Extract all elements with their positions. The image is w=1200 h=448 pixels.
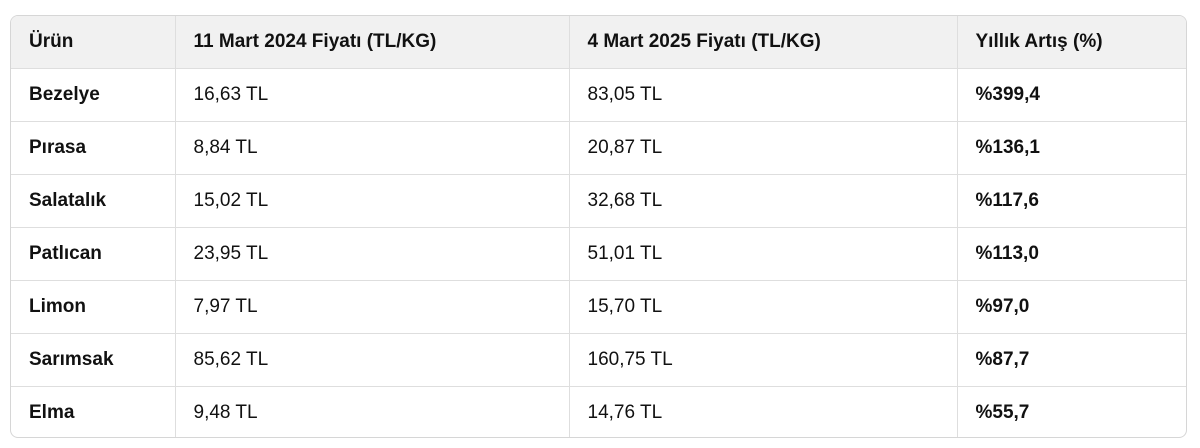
table-cell: 85,62 TL bbox=[175, 333, 570, 387]
table-row: Limon 7,97 TL 15,70 TL %97,0 bbox=[11, 280, 1186, 334]
table-cell: 20,87 TL bbox=[569, 121, 958, 175]
table-cell: 23,95 TL bbox=[175, 227, 570, 281]
table-cell: Sarımsak bbox=[11, 333, 176, 387]
table-cell: Elma bbox=[11, 386, 176, 437]
table-cell: Salatalık bbox=[11, 174, 176, 228]
table-row: Elma 9,48 TL 14,76 TL %55,7 bbox=[11, 386, 1186, 437]
table-row: Sarımsak 85,62 TL 160,75 TL %87,7 bbox=[11, 333, 1186, 387]
table-cell: 15,70 TL bbox=[569, 280, 958, 334]
table-cell: 160,75 TL bbox=[569, 333, 958, 387]
column-header: 4 Mart 2025 Fiyatı (TL/KG) bbox=[569, 16, 958, 69]
table-cell: Pırasa bbox=[11, 121, 176, 175]
table-body: Bezelye 16,63 TL 83,05 TL %399,4 Pırasa 8,84 … bbox=[11, 68, 1186, 437]
table-row: Salatalık 15,02 TL 32,68 TL %117,6 bbox=[11, 174, 1186, 228]
table-cell: %113,0 bbox=[957, 227, 1186, 281]
table-cell: 16,63 TL bbox=[175, 68, 570, 122]
table-cell: 15,02 TL bbox=[175, 174, 570, 228]
column-header: Ürün bbox=[11, 16, 176, 69]
table-cell: 7,97 TL bbox=[175, 280, 570, 334]
table-cell: 9,48 TL bbox=[175, 386, 570, 437]
table-head: Ürün 11 Mart 2024 Fiyatı (TL/KG) 4 Mart 20… bbox=[11, 16, 1186, 69]
table-frame: Ürün 11 Mart 2024 Fiyatı (TL/KG) 4 Mart 20… bbox=[10, 15, 1187, 438]
table-cell: %87,7 bbox=[957, 333, 1186, 387]
table-cell: %97,0 bbox=[957, 280, 1186, 334]
table-cell: 51,01 TL bbox=[569, 227, 958, 281]
table-cell: %399,4 bbox=[957, 68, 1186, 122]
column-header: 11 Mart 2024 Fiyatı (TL/KG) bbox=[175, 16, 570, 69]
table-row: Patlıcan 23,95 TL 51,01 TL %113,0 bbox=[11, 227, 1186, 281]
table-cell: 32,68 TL bbox=[569, 174, 958, 228]
column-header: Yıllık Artış (%) bbox=[957, 16, 1186, 69]
table-cell: 83,05 TL bbox=[569, 68, 958, 122]
table-row: Bezelye 16,63 TL 83,05 TL %399,4 bbox=[11, 68, 1186, 122]
table-cell: %117,6 bbox=[957, 174, 1186, 228]
price-table: Ürün 11 Mart 2024 Fiyatı (TL/KG) 4 Mart 20… bbox=[11, 16, 1186, 437]
table-cell: 8,84 TL bbox=[175, 121, 570, 175]
table-cell: Bezelye bbox=[11, 68, 176, 122]
table-cell: %136,1 bbox=[957, 121, 1186, 175]
table-row: Pırasa 8,84 TL 20,87 TL %136,1 bbox=[11, 121, 1186, 175]
table-cell: %55,7 bbox=[975, 402, 1030, 423]
table-cell: 14,76 TL bbox=[569, 386, 958, 437]
header-row: Ürün 11 Mart 2024 Fiyatı (TL/KG) 4 Mart 20… bbox=[11, 16, 1186, 69]
table-cell: Patlıcan bbox=[11, 227, 176, 281]
table-cell: Limon bbox=[11, 280, 176, 334]
